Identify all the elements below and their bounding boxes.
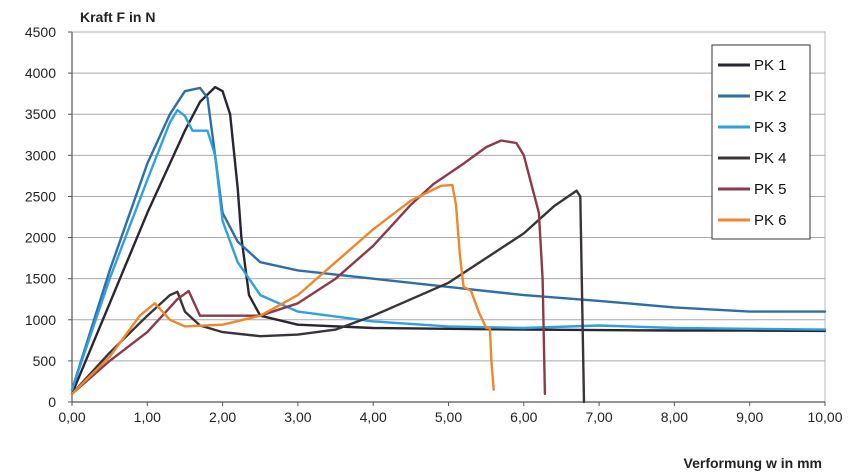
y-axis-title: Kraft F in N	[80, 9, 155, 25]
series-line-pk-5	[70, 139, 547, 395]
plot-area	[71, 31, 826, 403]
x-tick-6: 6,00	[510, 409, 537, 425]
legend-label-pk-5: PK 5	[754, 181, 787, 198]
x-tick-3: 3,00	[284, 409, 311, 425]
series-line-pk-3	[70, 108, 827, 391]
series-line-pk-6	[70, 183, 495, 395]
plot-frame	[71, 31, 826, 403]
legend-label-pk-2: PK 2	[754, 88, 787, 105]
y-tick-1500: 1500	[25, 271, 56, 287]
y-tick-3500: 3500	[25, 106, 56, 122]
legend-label-pk-1: PK 1	[754, 57, 787, 74]
x-tick-4: 4,00	[360, 409, 387, 425]
x-tick-1: 1,00	[134, 409, 161, 425]
y-tick-0: 0	[48, 394, 56, 410]
x-tick-0: 0,00	[58, 409, 85, 425]
series-line-pk-4	[70, 189, 586, 404]
x-axis-title: Verformung w in mm	[684, 455, 822, 471]
y-tick-3000: 3000	[25, 147, 56, 163]
x-tick-10: 10,00	[807, 409, 842, 425]
x-tick-8: 8,00	[661, 409, 688, 425]
y-tick-1000: 1000	[25, 312, 56, 328]
y-tick-4000: 4000	[25, 65, 56, 81]
legend: PK 1 PK 2 PK 3 PK 4 PK 5 PK 6	[711, 44, 811, 240]
y-tick-500: 500	[33, 353, 57, 369]
series-lines	[70, 85, 827, 404]
series-line-pk-1	[70, 85, 827, 395]
x-tick-5: 5,00	[435, 409, 462, 425]
legend-label-pk-4: PK 4	[754, 150, 787, 167]
gridlines	[72, 31, 825, 362]
y-tick-2500: 2500	[25, 188, 56, 204]
legend-label-pk-3: PK 3	[754, 119, 787, 136]
y-tick-4500: 4500	[25, 24, 56, 40]
legend-label-pk-6: PK 6	[754, 212, 787, 229]
y-tick-labels: 0 500 1000 1500 2000 2500 3000 3500 4000 4500	[25, 24, 72, 410]
x-tick-7: 7,00	[585, 409, 612, 425]
legend-box	[711, 44, 811, 240]
x-tick-labels: 0,00 1,00 2,00 3,00 4,00 5,00 6,00 7,00 8,00 9,00…	[58, 402, 843, 425]
x-tick-2: 2,00	[209, 409, 236, 425]
series-line-pk-2	[70, 86, 827, 391]
x-tick-9: 9,00	[736, 409, 763, 425]
y-tick-2000: 2000	[25, 230, 56, 246]
